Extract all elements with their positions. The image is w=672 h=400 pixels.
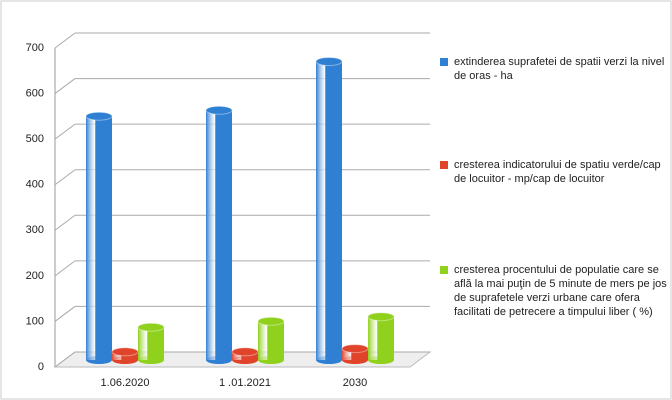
- x-tick-label: 2030: [343, 377, 367, 389]
- legend-label: cresterea procentului de populatie care …: [454, 264, 667, 318]
- bar: [316, 61, 342, 360]
- legend-label: cresterea indicatorului de spatiu verde/…: [454, 159, 661, 185]
- y-tick-label: 0: [38, 361, 44, 373]
- x-tick-label: 1.06.2020: [101, 377, 150, 389]
- legend-swatch: [440, 58, 448, 66]
- bar-top: [205, 105, 233, 115]
- bar: [206, 110, 232, 360]
- bar-top: [137, 322, 165, 332]
- legend-item: cresterea procentului de populatie care …: [440, 263, 668, 319]
- bar: [258, 321, 284, 360]
- bar-top: [257, 316, 285, 326]
- y-tick-label: 500: [26, 133, 44, 145]
- y-tick-label: 600: [26, 87, 44, 99]
- grid-line-side: [54, 214, 76, 231]
- y-tick-label: 300: [26, 224, 44, 236]
- grid-line-side: [54, 32, 76, 49]
- grid-line-side: [54, 123, 76, 140]
- y-tick-label: 100: [26, 315, 44, 327]
- bar: [342, 348, 368, 360]
- grid-line-side: [54, 260, 76, 277]
- bar: [232, 351, 258, 360]
- bar-top: [367, 312, 395, 322]
- legend-swatch: [440, 161, 448, 169]
- y-tick-label: 400: [26, 179, 44, 191]
- bar-top: [341, 344, 369, 354]
- grid-line-side: [54, 306, 76, 322]
- bar-top: [315, 57, 343, 67]
- bar-top: [85, 111, 113, 121]
- y-tick-label: 700: [26, 42, 44, 54]
- y-tick-label: 200: [26, 270, 44, 282]
- legend-swatch: [440, 266, 448, 274]
- legend-label: extinderea suprafetei de spatii verzi la…: [454, 56, 665, 82]
- bar: [368, 316, 394, 360]
- bar-top: [111, 347, 139, 357]
- bar-top: [231, 347, 259, 357]
- grid-line-side: [54, 78, 76, 94]
- legend-item: extinderea suprafetei de spatii verzi la…: [440, 55, 668, 83]
- bar: [138, 327, 164, 360]
- x-tick-label: 1 .01.2021: [219, 377, 271, 389]
- grid-line-side: [54, 169, 76, 186]
- bar: [86, 116, 112, 360]
- legend-item: cresterea indicatorului de spatiu verde/…: [440, 158, 668, 186]
- grid-line-side: [54, 351, 76, 368]
- bar: [112, 351, 138, 360]
